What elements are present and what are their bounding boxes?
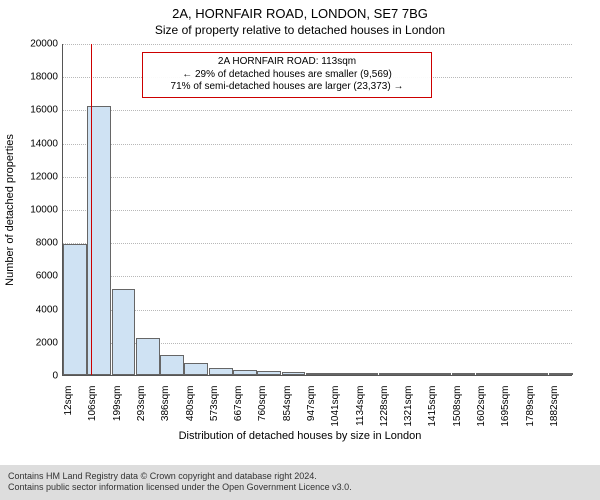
xtick-label: 199sqm	[112, 386, 123, 422]
ytick-label: 16000	[14, 105, 58, 116]
bar	[257, 371, 281, 375]
gridline	[63, 276, 572, 277]
ytick-label: 14000	[14, 138, 58, 149]
bar	[112, 289, 136, 375]
page-subtitle: Size of property relative to detached ho…	[0, 21, 600, 37]
xtick-label: 947sqm	[306, 386, 317, 422]
ytick-label: 0	[14, 371, 58, 382]
bar	[136, 338, 160, 375]
bar	[500, 373, 524, 375]
xtick-label: 1134sqm	[355, 386, 366, 426]
gridline	[63, 110, 572, 111]
xtick-label: 854sqm	[282, 386, 293, 422]
bar	[63, 244, 87, 375]
footer-line1: Contains HM Land Registry data © Crown c…	[8, 471, 592, 483]
xtick-label: 1508sqm	[452, 386, 463, 427]
xtick-label: 573sqm	[209, 386, 220, 422]
xtick-label: 1882sqm	[549, 386, 560, 427]
bar	[403, 373, 427, 375]
gridline	[63, 177, 572, 178]
footer: Contains HM Land Registry data © Crown c…	[0, 465, 600, 500]
ytick-label: 12000	[14, 171, 58, 182]
gridline	[63, 44, 572, 45]
gridline	[63, 210, 572, 211]
bar	[452, 373, 476, 375]
marker-line	[91, 44, 92, 375]
bar	[354, 373, 378, 375]
xtick-label: 1789sqm	[525, 386, 536, 427]
gridline	[63, 243, 572, 244]
x-axis-label: Distribution of detached houses by size …	[0, 430, 600, 442]
page: 2A, HORNFAIR ROAD, LONDON, SE7 7BG Size …	[0, 0, 600, 500]
xtick-label: 106sqm	[87, 386, 98, 422]
xtick-label: 1695sqm	[500, 386, 511, 427]
bar	[184, 363, 208, 375]
xtick-label: 1602sqm	[476, 386, 487, 427]
annotation-line2: ← 29% of detached houses are smaller (9,…	[149, 69, 425, 82]
xtick-label: 293sqm	[136, 386, 147, 422]
annotation-box: 2A HORNFAIR ROAD: 113sqm ← 29% of detach…	[142, 52, 432, 98]
gridline	[63, 310, 572, 311]
xtick-label: 386sqm	[160, 386, 171, 422]
annotation-line3: 71% of semi-detached houses are larger (…	[149, 81, 425, 94]
ytick-label: 6000	[14, 271, 58, 282]
xtick-label: 12sqm	[63, 386, 74, 416]
bar	[379, 373, 403, 375]
ytick-label: 18000	[14, 72, 58, 83]
bar	[306, 373, 330, 375]
bar	[427, 373, 451, 375]
xtick-label: 1321sqm	[403, 386, 414, 427]
bar	[209, 368, 233, 375]
xtick-label: 760sqm	[257, 386, 268, 422]
xtick-label: 480sqm	[185, 386, 196, 422]
gridline	[63, 144, 572, 145]
ytick-label: 8000	[14, 238, 58, 249]
ytick-label: 20000	[14, 39, 58, 50]
bar	[282, 372, 306, 375]
footer-line2: Contains public sector information licen…	[8, 482, 592, 494]
xtick-label: 1415sqm	[427, 386, 438, 427]
xtick-label: 667sqm	[233, 386, 244, 422]
ytick-label: 10000	[14, 205, 58, 216]
bar	[233, 370, 257, 375]
bar	[330, 373, 354, 375]
bar	[476, 373, 500, 375]
annotation-line1: 2A HORNFAIR ROAD: 113sqm	[149, 56, 425, 69]
bar	[160, 355, 184, 375]
page-title: 2A, HORNFAIR ROAD, LONDON, SE7 7BG	[0, 0, 600, 21]
chart-area: 2A HORNFAIR ROAD: 113sqm ← 29% of detach…	[62, 44, 572, 409]
ytick-label: 4000	[14, 304, 58, 315]
xtick-label: 1041sqm	[330, 386, 341, 427]
ytick-label: 2000	[14, 337, 58, 348]
xtick-label: 1228sqm	[379, 386, 390, 427]
bar	[524, 373, 548, 375]
bar	[549, 373, 573, 375]
